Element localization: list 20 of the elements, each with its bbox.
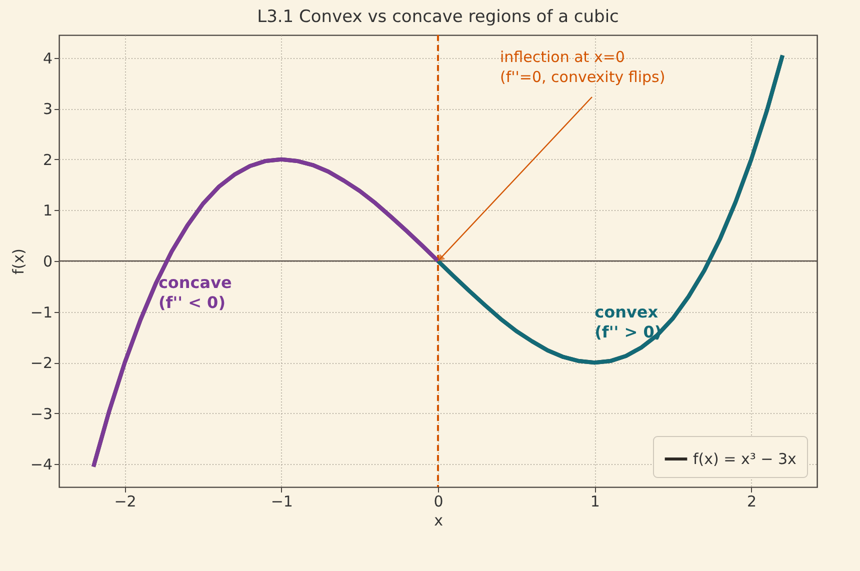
y-tick-label: −3 [30, 404, 52, 423]
y-tick-label: 4 [42, 49, 52, 68]
y-tick-label: −1 [30, 303, 52, 322]
y-tick-label: 3 [42, 100, 52, 118]
x-tick-label: −2 [114, 492, 136, 510]
x-tick-label: 1 [590, 492, 600, 510]
annotation: inflection at x=0 (f''=0, convexity flips) [500, 48, 666, 86]
legend-label: f(x) = x³ − 3x [693, 450, 797, 468]
x-tick-label: 0 [434, 492, 444, 510]
y-tick-label: 0 [42, 252, 52, 270]
chart-title: L3.1 Convex vs concave regions of a cubic [257, 7, 619, 27]
y-axis-title: f(x) [9, 248, 28, 274]
x-tick-label: −1 [270, 492, 293, 510]
y-tick-label: 2 [42, 150, 52, 169]
y-tick-label: 1 [42, 202, 52, 220]
x-tick-label: 2 [746, 492, 756, 510]
y-tick-label: −2 [30, 354, 52, 372]
x-axis-title: x [434, 512, 444, 530]
series-label: concave (f'' < 0) [158, 272, 232, 312]
y-tick-label: −4 [30, 456, 52, 474]
